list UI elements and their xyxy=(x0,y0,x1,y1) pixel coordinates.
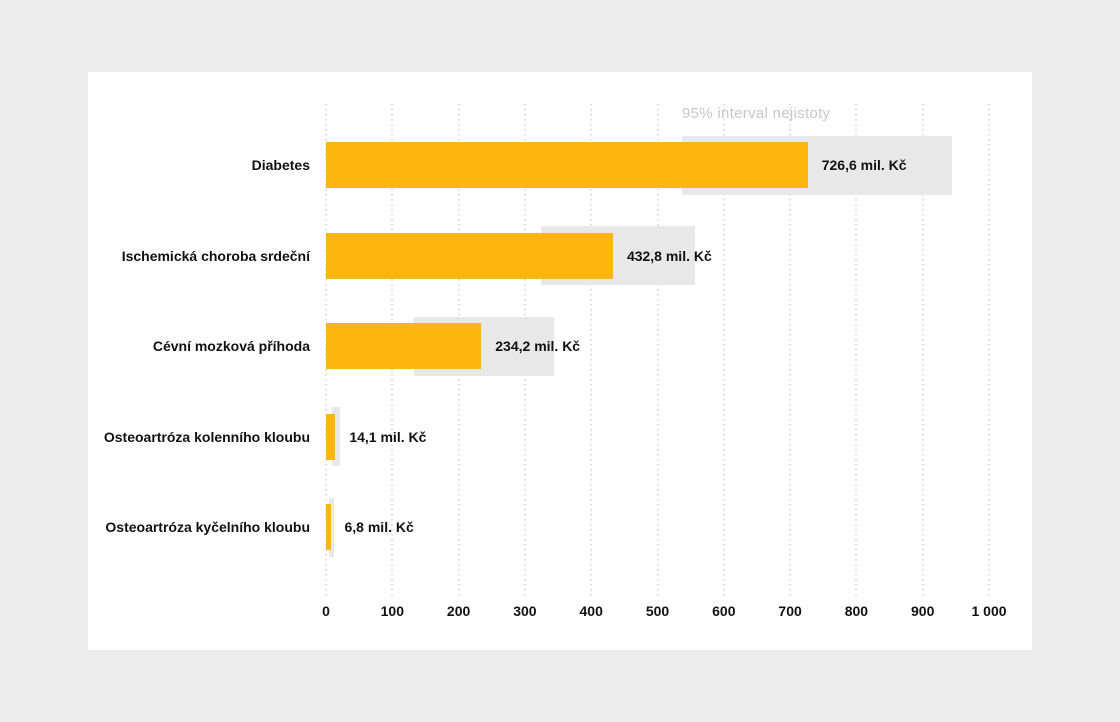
category-label: Osteoartróza kyčelního kloubu xyxy=(105,519,310,535)
value-label: 14,1 mil. Kč xyxy=(349,428,427,445)
value-bar[interactable] xyxy=(326,504,331,550)
x-tick-label: 700 xyxy=(778,603,802,619)
category-label: Osteoartróza kolenního kloubu xyxy=(103,428,310,445)
x-tick-label: 100 xyxy=(380,603,404,619)
value-label: 6,8 mil. Kč xyxy=(344,519,414,535)
uncertainty-interval-legend: 95% interval nejistoty xyxy=(682,105,831,122)
value-bar[interactable] xyxy=(326,323,482,369)
gridline xyxy=(590,104,593,598)
value-label: 234,2 mil. Kč xyxy=(495,338,581,354)
gridline xyxy=(722,104,725,598)
x-tick-label: 400 xyxy=(579,603,603,619)
category-label: Diabetes xyxy=(251,157,310,173)
gridline xyxy=(656,104,659,598)
value-bar[interactable] xyxy=(326,142,808,188)
value-label: 726,6 mil. Kč xyxy=(821,157,907,173)
value-label: 432,8 mil. Kč xyxy=(626,247,712,264)
x-tick-label: 900 xyxy=(911,603,935,619)
chart-card: 95% interval nejistoty Diabetes 726,6 mil… xyxy=(88,72,1032,650)
x-tick-label: 300 xyxy=(513,603,537,619)
x-tick-label: 1 000 xyxy=(971,603,1007,619)
category-label: Ischemická choroba srdeční xyxy=(121,247,310,264)
x-tick-label: 500 xyxy=(645,603,670,619)
value-bar[interactable] xyxy=(326,232,613,279)
value-bar[interactable] xyxy=(326,413,336,460)
x-tick-label: 200 xyxy=(446,603,471,619)
x-tick-label: 600 xyxy=(712,603,736,619)
gridline xyxy=(921,104,924,598)
gridline xyxy=(855,104,858,598)
x-tick-label: 0 xyxy=(322,603,330,619)
uncertainty-band xyxy=(331,407,340,466)
gridline xyxy=(789,104,792,598)
gridline xyxy=(988,104,990,598)
x-tick-label: 800 xyxy=(844,603,869,619)
category-label: Cévní mozková příhoda xyxy=(152,338,310,354)
uncertainty-band xyxy=(328,497,334,557)
